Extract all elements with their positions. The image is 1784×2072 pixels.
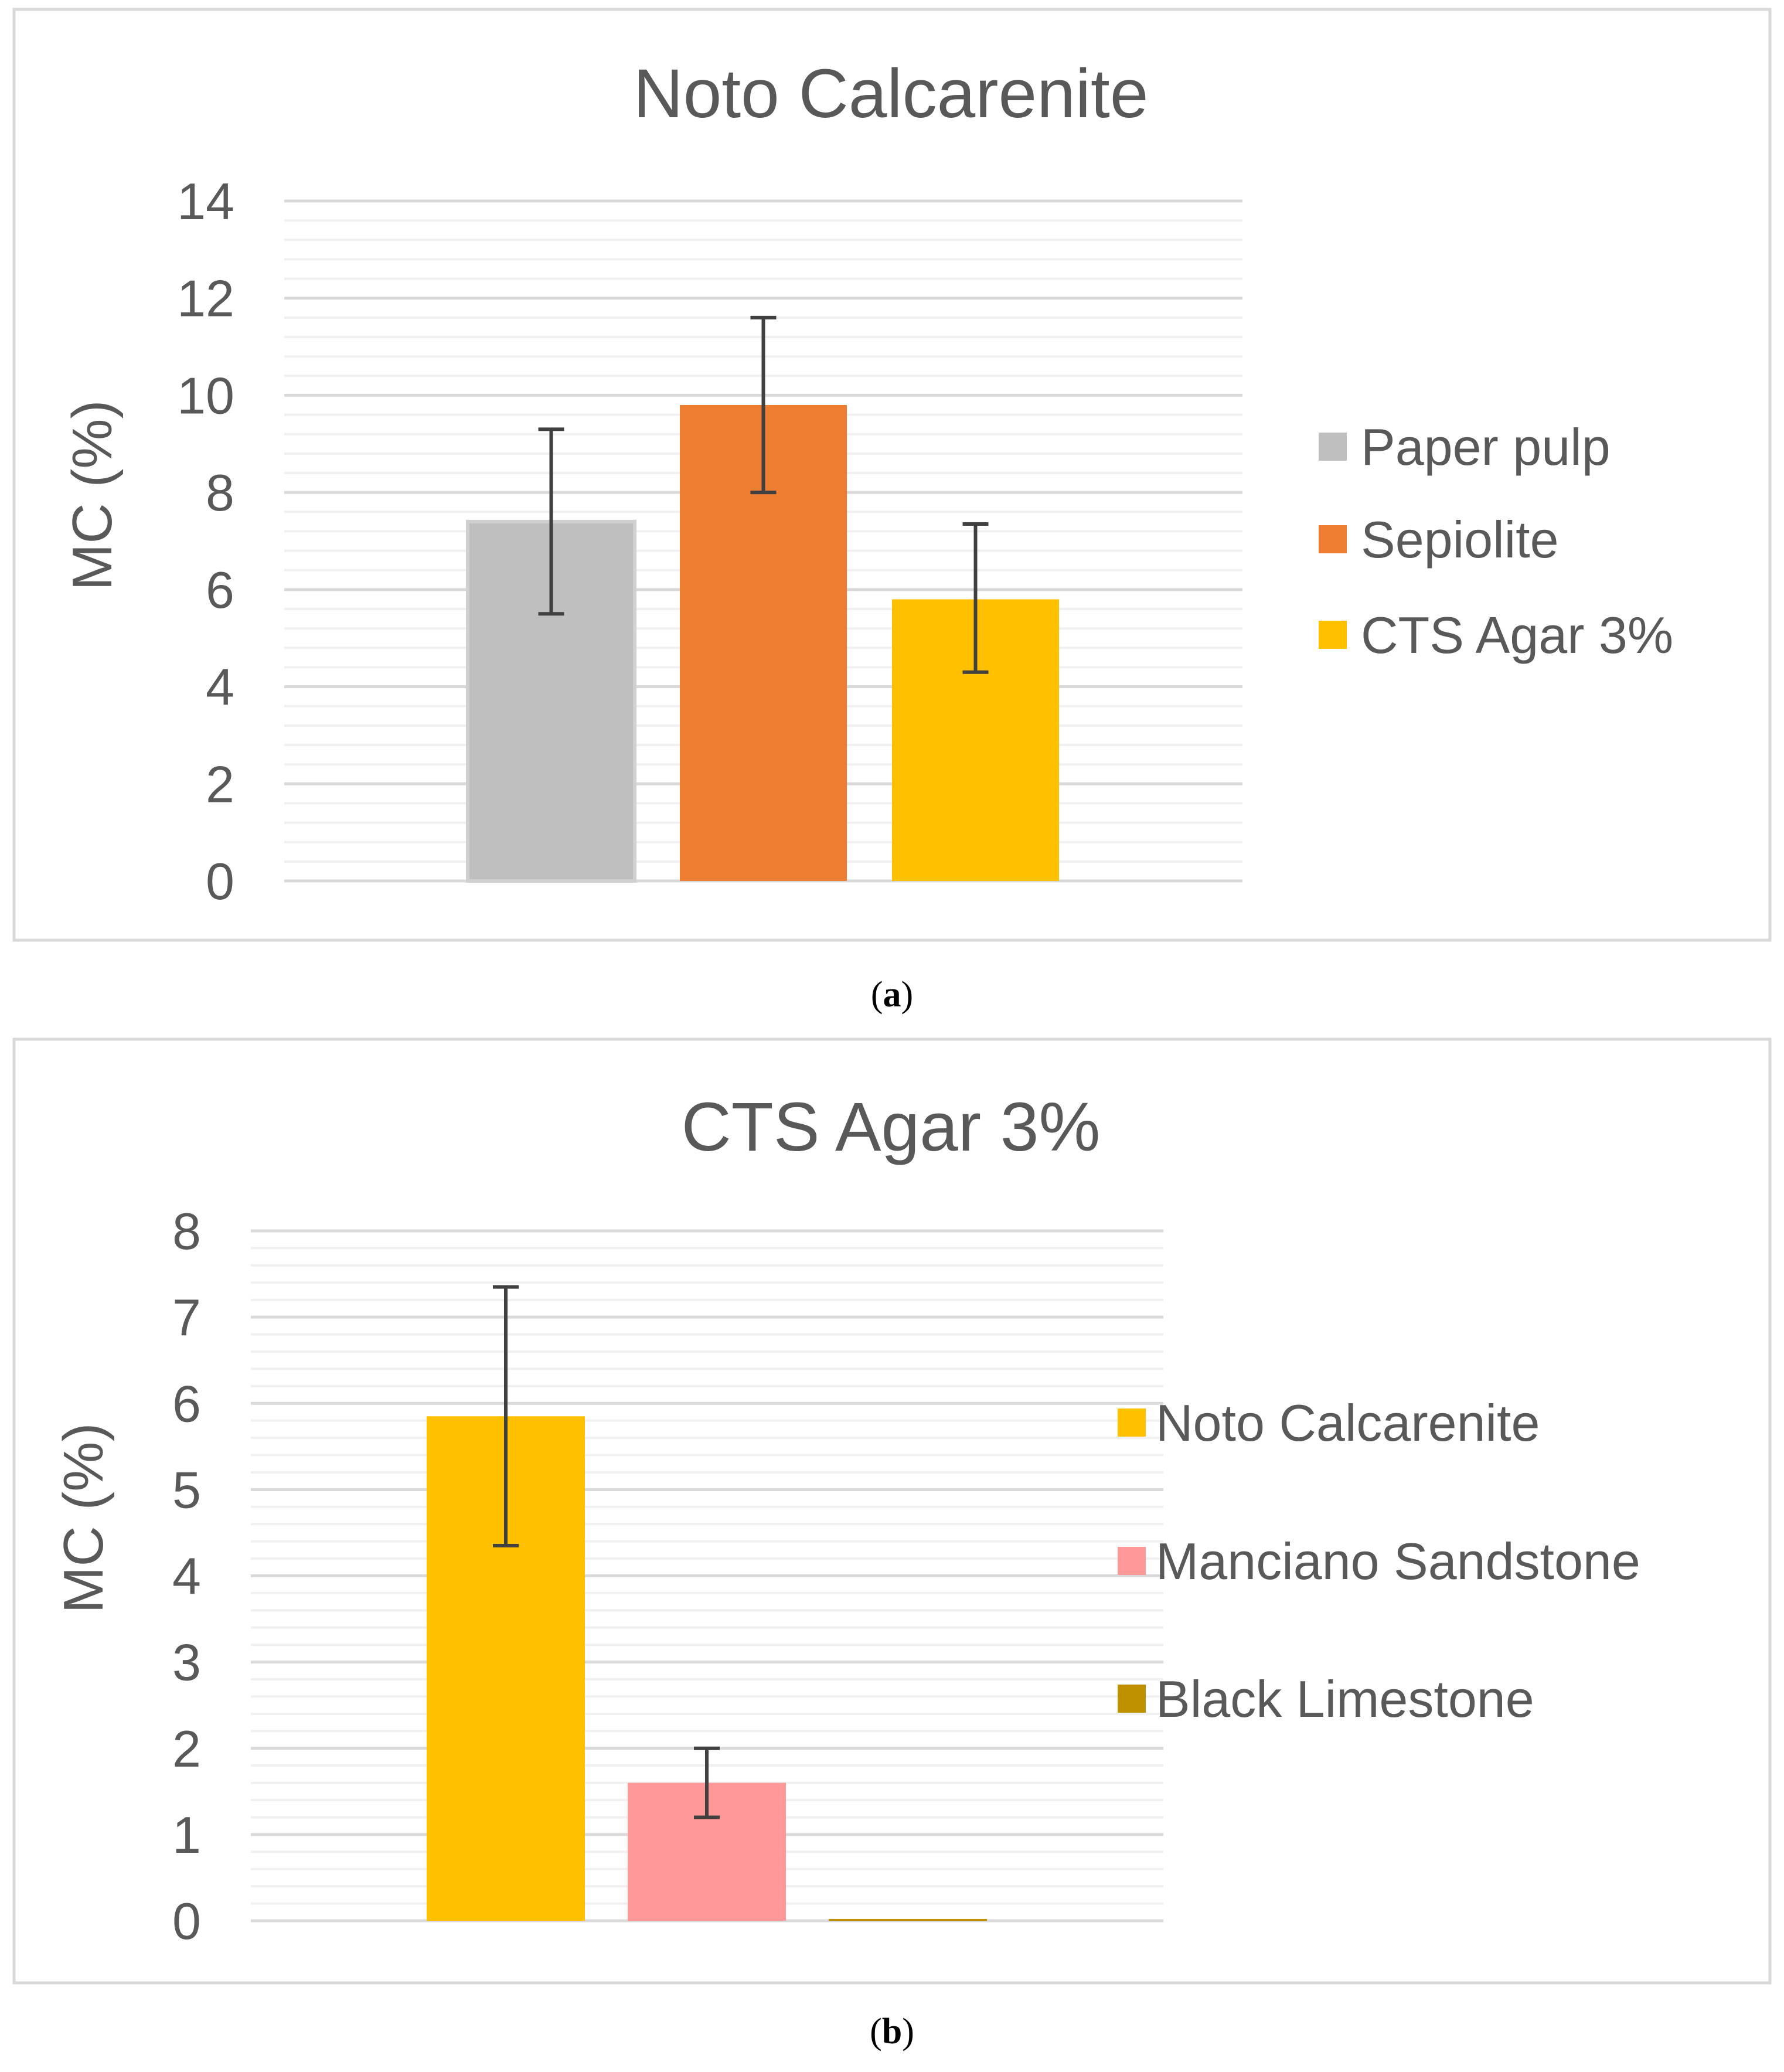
- chart-a-error-bars: [538, 315, 989, 674]
- chart-a-y-tick-label: 2: [206, 755, 234, 813]
- chart-b-y-tick-label: 0: [172, 1892, 201, 1950]
- chart-b-legend-swatch: [1118, 1408, 1146, 1437]
- chart-b-legend-label: Black Limestone: [1156, 1670, 1534, 1728]
- chart-b-legend-label: Noto Calcarenite: [1156, 1394, 1540, 1452]
- chart-b-y-tick-label: 3: [172, 1634, 201, 1692]
- chart-a-legend-swatch: [1319, 433, 1347, 461]
- chart-b-y-tick-label: 7: [172, 1288, 201, 1346]
- chart-a-y-axis-label: MC (%): [61, 400, 124, 590]
- chart-a-legend-label: Paper pulp: [1361, 418, 1611, 476]
- chart-a-legend-swatch: [1319, 621, 1347, 649]
- panel-b: CTS Agar 3% MC (%) 0 1 2 3 4 5 6 7 8 Noto Calcar…: [12, 1037, 1772, 2051]
- chart-a-legend-swatch: [1319, 525, 1347, 553]
- chart-a-y-tick-label: 6: [206, 561, 234, 619]
- panel-a: Noto Calcarenite MC (%) 0 2 4 6 8 10 12 14 Pape…: [12, 8, 1772, 1015]
- chart-b-bar: [829, 1919, 987, 1921]
- panel-b-border: [12, 1037, 1772, 1985]
- chart-b-title: CTS Agar 3%: [682, 1088, 1101, 1166]
- chart-a-legend-label: CTS Agar 3%: [1361, 606, 1673, 664]
- chart-b-legend-label: Manciano Sandstone: [1156, 1532, 1640, 1590]
- chart-b-legend: Noto Calcarenite Manciano Sandstone Black …: [1118, 1394, 1640, 1728]
- chart-b-y-axis-label: MC (%): [52, 1423, 115, 1613]
- caption-b: (b): [870, 2012, 914, 2051]
- chart-b-y-ticks: 0 1 2 3 4 5 6 7 8: [172, 1202, 201, 1950]
- chart-a-title: Noto Calcarenite: [634, 55, 1149, 132]
- caption-a: (a): [871, 975, 913, 1015]
- chart-b-y-tick-label: 8: [172, 1202, 201, 1260]
- chart-b-y-tick-label: 4: [172, 1547, 201, 1605]
- chart-b-legend-swatch: [1118, 1685, 1146, 1713]
- chart-b-error-bars: [493, 1285, 720, 1819]
- chart-a-y-tick-label: 4: [206, 658, 234, 716]
- chart-a-y-tick-label: 12: [177, 270, 234, 328]
- chart-b-y-tick-label: 5: [172, 1461, 201, 1519]
- chart-a-legend-label: Sepiolite: [1361, 511, 1559, 569]
- chart-b-y-tick-label: 6: [172, 1374, 201, 1433]
- chart-a-legend: Paper pulp Sepiolite CTS Agar 3%: [1319, 418, 1673, 664]
- chart-a-y-tick-label: 0: [206, 852, 234, 910]
- chart-b-y-tick-label: 1: [172, 1806, 201, 1864]
- chart-b-legend-swatch: [1118, 1547, 1146, 1575]
- chart-a-y-tick-label: 10: [177, 366, 234, 424]
- chart-a-y-ticks: 0 2 4 6 8 10 12 14: [177, 172, 234, 910]
- chart-a-y-tick-label: 14: [177, 172, 234, 230]
- chart-b-y-tick-label: 2: [172, 1720, 201, 1778]
- chart-a-y-tick-label: 8: [206, 464, 234, 522]
